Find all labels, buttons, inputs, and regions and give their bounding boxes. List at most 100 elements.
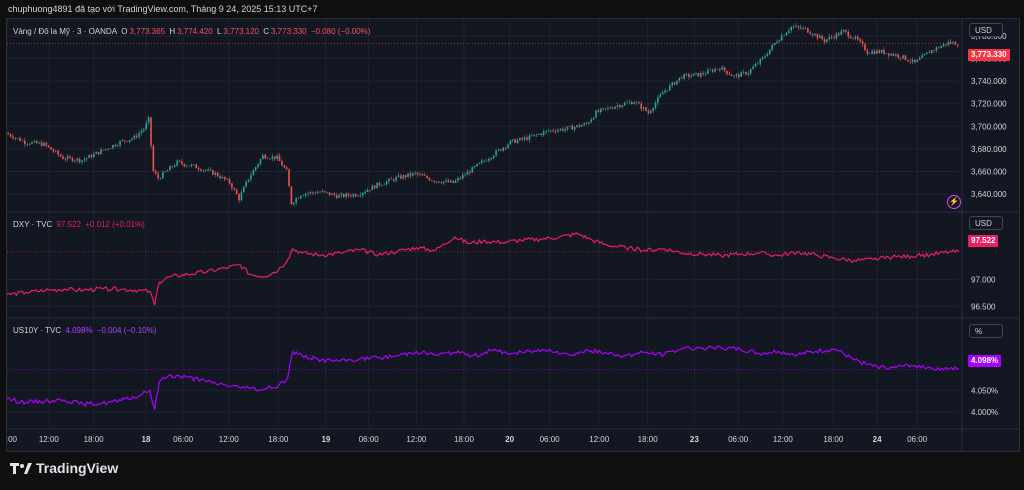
candle-body <box>930 50 933 54</box>
candle-body <box>404 175 407 178</box>
candle-body <box>143 128 145 131</box>
candle-body <box>728 73 731 75</box>
candle-body <box>776 41 778 44</box>
candle-body <box>371 185 374 191</box>
candle-body <box>214 172 217 175</box>
candle-body <box>761 57 764 59</box>
candle-body <box>473 166 476 168</box>
candle-body <box>868 53 871 55</box>
candle-body <box>59 154 62 157</box>
candle-body <box>654 102 657 109</box>
candle-body <box>883 49 885 54</box>
dxy-unit-button[interactable]: USD <box>969 216 1003 230</box>
candle-body <box>307 193 309 194</box>
x-tick-label: 06:00 <box>907 435 928 444</box>
x-tick-label: 12:00 <box>39 435 60 444</box>
candle-body <box>378 182 381 186</box>
x-tick-label: 23 <box>690 435 699 444</box>
candle-body <box>476 163 478 167</box>
lightning-icon[interactable]: ⚡ <box>947 195 961 209</box>
us10y-unit-button[interactable]: % <box>969 324 1003 338</box>
candle-body <box>478 162 481 164</box>
candle-body <box>300 195 302 199</box>
gold-high: 3,774.420 <box>177 27 213 36</box>
candle-body <box>271 156 274 159</box>
x-tick-label: 24 <box>873 435 882 444</box>
candle-body <box>426 175 428 179</box>
candle-body <box>362 192 364 196</box>
candle-body <box>223 176 226 180</box>
candle-body <box>481 160 483 163</box>
candle-body <box>826 39 828 42</box>
candle-body <box>95 151 98 154</box>
candle-body <box>921 55 923 59</box>
candle-body <box>466 171 469 175</box>
candle-body <box>357 195 359 197</box>
candle-body <box>114 144 117 147</box>
x-tick-label: 12:00 <box>589 435 610 444</box>
candle-body <box>454 180 457 183</box>
candle-body <box>935 47 938 51</box>
candle-body <box>838 33 840 35</box>
candle-body <box>907 59 909 62</box>
candle-body <box>392 179 395 181</box>
y-tick-label: 3,740.000 <box>971 77 1007 86</box>
candle-body <box>661 92 664 95</box>
chart-canvas[interactable]: 3,640.000 3,660.000 3,680.000 3,700.000 3,72… <box>7 19 1019 451</box>
candle-body <box>24 140 26 145</box>
candle-body <box>754 64 757 67</box>
candle-body <box>288 169 290 187</box>
x-tick-label: 18:00 <box>84 435 105 444</box>
candle-body <box>45 142 48 146</box>
candle-body <box>131 138 133 140</box>
candle-body <box>347 193 350 196</box>
candle-body <box>402 175 405 179</box>
candle-body <box>204 170 207 171</box>
candle-body <box>183 163 186 167</box>
candle-body <box>102 149 105 151</box>
candle-body <box>757 63 759 65</box>
candle-body <box>916 59 919 63</box>
candle-body <box>828 36 831 40</box>
tradingview-logo: TradingView <box>10 460 118 476</box>
candle-body <box>154 171 157 174</box>
candle-body <box>269 158 271 160</box>
candle-body <box>564 128 566 131</box>
candle-body <box>947 41 950 45</box>
candle-body <box>657 97 659 103</box>
candle-body <box>176 160 178 166</box>
candle-body <box>666 90 669 91</box>
y-tick-label: 3,680.000 <box>971 145 1007 154</box>
candle-body <box>285 167 288 170</box>
candle-body <box>749 69 752 74</box>
candle-body <box>792 26 795 28</box>
candle-body <box>561 128 564 131</box>
x-tick-label: 12:00 <box>219 435 240 444</box>
candle-body <box>71 157 74 162</box>
x-tick-label: 18:00 <box>638 435 659 444</box>
gold-symbol: Vàng / Đô la Mỹ · 3 · OANDA <box>13 27 118 36</box>
candle-body <box>514 139 516 143</box>
candle-body <box>133 135 136 139</box>
candle-body <box>797 26 800 28</box>
candle-body <box>88 154 90 159</box>
candle-body <box>802 27 804 29</box>
dxy-last-price-tag: 97.522 <box>968 235 999 247</box>
gold-open: 3,773.365 <box>129 27 166 36</box>
candle-body <box>516 140 519 143</box>
candle-body <box>835 33 838 39</box>
candle-body <box>497 149 500 151</box>
candle-body <box>338 195 340 198</box>
candle-body <box>538 133 540 135</box>
candle-body <box>918 58 921 60</box>
x-tick-label: 18:00 <box>454 435 475 444</box>
candle-body <box>164 171 167 173</box>
candle-body <box>116 145 119 147</box>
candle-body <box>823 39 826 42</box>
candle-body <box>109 148 112 149</box>
candle-body <box>64 159 67 160</box>
gold-unit-button[interactable]: USD <box>969 23 1003 37</box>
candle-body <box>595 110 597 118</box>
candle-body <box>257 164 259 168</box>
dxy-change: +0.012 (+0.01%) <box>85 220 145 229</box>
